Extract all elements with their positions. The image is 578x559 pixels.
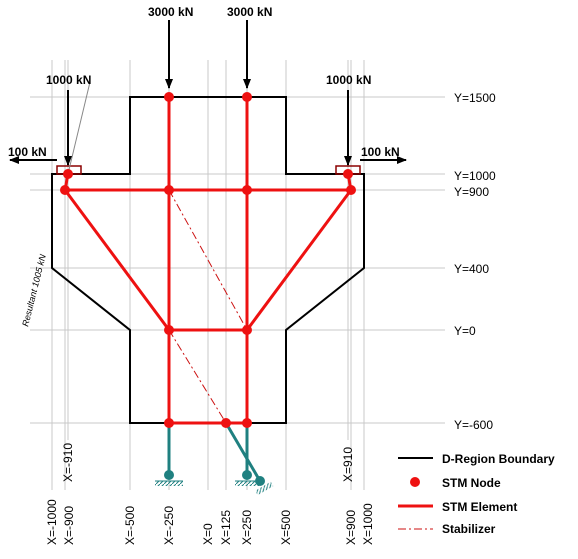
y-axis-labels: Y=1500 Y=1000 Y=900 Y=400 Y=0 Y=-600 bbox=[454, 91, 496, 432]
load-side-left: 1000 kN bbox=[46, 73, 91, 87]
y-label: Y=1500 bbox=[454, 91, 496, 105]
stm-node bbox=[242, 325, 252, 335]
stm-node bbox=[63, 169, 73, 179]
stm-node bbox=[242, 185, 252, 195]
load-horiz-right: 100 kN bbox=[361, 145, 400, 159]
x-label: X=-500 bbox=[123, 506, 137, 545]
y-label: Y=1000 bbox=[454, 169, 496, 183]
supports bbox=[155, 422, 274, 496]
legend-stabilizer: Stabilizer bbox=[442, 522, 496, 536]
grid bbox=[30, 60, 445, 490]
stm-node bbox=[164, 92, 174, 102]
x-label: X=-1000 bbox=[45, 499, 59, 545]
legend-boundary: D-Region Boundary bbox=[442, 452, 555, 466]
x-axis-labels: X=-1000 X=-900 X=-500 X=-250 X=0 X=125 X… bbox=[45, 443, 375, 545]
x-label: X=900 bbox=[344, 510, 358, 545]
stm-nodes bbox=[60, 92, 356, 428]
legend: D-Region Boundary STM Node STM Element S… bbox=[398, 452, 555, 536]
stm-node bbox=[164, 325, 174, 335]
stm-node bbox=[242, 418, 252, 428]
x-label: X=-250 bbox=[162, 506, 176, 545]
x-label: X=125 bbox=[219, 510, 233, 545]
legend-element: STM Element bbox=[442, 500, 517, 514]
x-label-910-right: X=910 bbox=[341, 447, 355, 482]
stm-node bbox=[60, 185, 70, 195]
load-top-right: 3000 kN bbox=[227, 5, 272, 19]
x-label-910-left: X=-910 bbox=[61, 443, 75, 482]
load-arrows bbox=[9, 20, 407, 166]
stm-node bbox=[164, 418, 174, 428]
d-region-boundary bbox=[51, 96, 365, 424]
stm-node bbox=[242, 92, 252, 102]
y-label: Y=-600 bbox=[454, 418, 493, 432]
stm-node bbox=[164, 185, 174, 195]
x-label: X=0 bbox=[201, 523, 215, 545]
stm-node bbox=[221, 418, 231, 428]
stm-node bbox=[346, 185, 356, 195]
x-label: X=-900 bbox=[62, 506, 76, 545]
stabilizers bbox=[168, 189, 248, 424]
y-label: Y=0 bbox=[454, 324, 476, 338]
x-label: X=1000 bbox=[361, 503, 375, 545]
y-label: Y=400 bbox=[454, 262, 489, 276]
stm-node bbox=[343, 169, 353, 179]
load-side-right: 1000 kN bbox=[326, 73, 371, 87]
resultant-label: Resultant 1005 kN bbox=[20, 253, 48, 328]
resultant-line bbox=[67, 81, 91, 175]
load-top-left: 3000 kN bbox=[148, 5, 193, 19]
x-label: X=250 bbox=[240, 510, 254, 545]
y-label: Y=900 bbox=[454, 185, 489, 199]
stm-elements bbox=[63, 97, 353, 425]
legend-node: STM Node bbox=[442, 476, 501, 490]
load-horiz-left: 100 kN bbox=[8, 145, 47, 159]
x-label: X=500 bbox=[279, 510, 293, 545]
